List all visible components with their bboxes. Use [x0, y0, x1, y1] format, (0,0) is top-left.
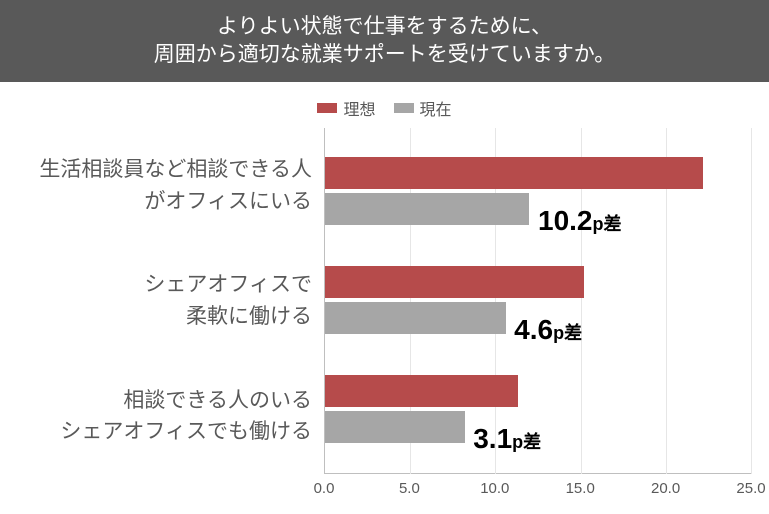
y-label-0-line-0: 生活相談員など相談できる人 — [0, 154, 312, 186]
diff-suffix: p差 — [593, 214, 622, 234]
x-tick: 5.0 — [399, 480, 420, 497]
diff-label: 4.6p差 — [514, 314, 582, 346]
diff-suffix: p差 — [512, 432, 541, 452]
legend-label-ideal: 理想 — [343, 96, 375, 120]
bar-ideal — [325, 157, 703, 189]
bar-current — [325, 411, 465, 443]
y-label-0-line-1: がオフィスにいる — [0, 186, 312, 218]
bar-ideal — [325, 266, 584, 298]
bar-current — [325, 302, 506, 334]
bar-group: 4.6p差 — [325, 256, 751, 346]
x-axis-line — [325, 473, 751, 474]
x-tick: 25.0 — [736, 480, 765, 497]
bar-ideal — [325, 375, 518, 407]
legend-label-current: 現在 — [420, 96, 452, 120]
legend-swatch-current — [394, 103, 414, 113]
x-tick: 15.0 — [566, 480, 595, 497]
x-axis-ticks: 0.05.010.015.020.025.0 — [324, 480, 751, 504]
diff-value: 3.1 — [473, 423, 512, 454]
legend: 理想 現在 — [0, 96, 769, 120]
y-label-0: 生活相談員など相談できる人 がオフィスにいる — [0, 154, 324, 217]
gridline — [751, 128, 752, 474]
bar-group: 10.2p差 — [325, 147, 751, 237]
bar-current — [325, 193, 529, 225]
diff-label: 10.2p差 — [538, 205, 622, 237]
legend-swatch-ideal — [317, 103, 337, 113]
chart-title: よりよい状態で仕事をするために、 周囲から適切な就業サポートを受けていますか。 — [154, 13, 616, 70]
bar-group: 3.1p差 — [325, 365, 751, 455]
diff-value: 10.2 — [538, 205, 593, 236]
y-label-2: 相談できる人のいる シェアオフィスでも働ける — [0, 385, 324, 448]
legend-item-current: 現在 — [394, 96, 452, 120]
y-label-2-line-1: シェアオフィスでも働ける — [0, 416, 312, 448]
chart-root: よりよい状態で仕事をするために、 周囲から適切な就業サポートを受けていますか。 … — [0, 0, 769, 514]
diff-suffix: p差 — [553, 323, 582, 343]
x-tick: 10.0 — [480, 480, 509, 497]
x-tick: 0.0 — [314, 480, 335, 497]
diff-value: 4.6 — [514, 314, 553, 345]
y-label-1-line-0: シェアオフィスで — [0, 269, 312, 301]
y-axis-labels: 生活相談員など相談できる人 がオフィスにいる シェアオフィスで 柔軟に働ける 相… — [0, 128, 324, 474]
x-tick: 20.0 — [651, 480, 680, 497]
y-label-1-line-1: 柔軟に働ける — [0, 301, 312, 333]
title-line-1: よりよい状態で仕事をするために、 — [154, 13, 616, 41]
bars-area: 10.2p差4.6p差3.1p差 — [324, 128, 751, 474]
title-band: よりよい状態で仕事をするために、 周囲から適切な就業サポートを受けていますか。 — [0, 0, 769, 82]
title-line-2: 周囲から適切な就業サポートを受けていますか。 — [154, 41, 616, 69]
diff-label: 3.1p差 — [473, 423, 541, 455]
legend-item-ideal: 理想 — [317, 96, 375, 120]
plot-area: 生活相談員など相談できる人 がオフィスにいる シェアオフィスで 柔軟に働ける 相… — [0, 128, 751, 474]
y-label-1: シェアオフィスで 柔軟に働ける — [0, 269, 324, 332]
y-label-2-line-0: 相談できる人のいる — [0, 385, 312, 417]
